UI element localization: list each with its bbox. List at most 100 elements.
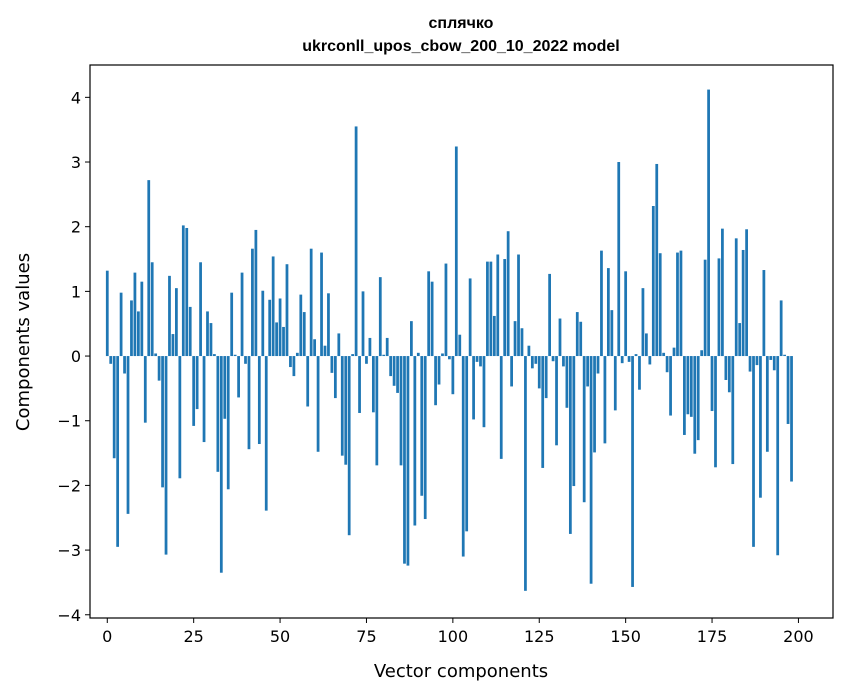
bar <box>648 356 652 365</box>
bar <box>586 356 590 387</box>
bar <box>140 281 144 357</box>
bar <box>344 356 348 465</box>
x-tick-label: 200 <box>783 627 814 646</box>
bar <box>779 300 783 357</box>
bar <box>351 354 355 357</box>
bar <box>486 261 489 357</box>
bar <box>223 356 227 419</box>
bar <box>271 256 275 357</box>
bar <box>613 356 617 411</box>
y-axis-label: Components values <box>13 253 34 431</box>
chart-title-line-1: сплячко <box>429 15 494 32</box>
bar <box>579 321 583 357</box>
bar <box>759 356 762 498</box>
bar <box>752 356 755 547</box>
bar <box>558 318 562 357</box>
bar <box>631 356 634 587</box>
bar <box>555 356 558 446</box>
bar <box>299 294 303 357</box>
bar <box>195 356 199 410</box>
bar <box>448 356 451 360</box>
bar <box>185 227 189 357</box>
bar <box>658 253 662 357</box>
bar <box>434 356 437 406</box>
bar <box>672 347 676 357</box>
bar <box>147 180 151 357</box>
bar <box>230 292 234 357</box>
bar <box>130 300 133 357</box>
bar <box>603 356 607 444</box>
bar <box>403 356 406 564</box>
bar <box>216 356 220 472</box>
bar <box>385 337 389 357</box>
bar <box>178 356 182 479</box>
bar <box>237 356 240 398</box>
x-tick-label: 150 <box>610 627 641 646</box>
y-axis-ticks: 4 3 2 1 0 −1 −2 −3 −4 <box>57 88 90 625</box>
bar <box>105 270 109 357</box>
bar <box>375 356 379 466</box>
bar <box>378 277 382 357</box>
bar <box>392 356 396 386</box>
bar <box>126 356 130 514</box>
bar <box>627 356 631 362</box>
bar <box>192 356 196 426</box>
bar <box>510 356 513 387</box>
bar <box>181 225 185 357</box>
bar <box>655 163 659 357</box>
bar <box>164 356 168 555</box>
bar <box>423 356 427 520</box>
bar <box>724 356 728 380</box>
y-tick-label: 0 <box>71 347 81 366</box>
bar <box>714 356 717 468</box>
bar <box>161 356 164 488</box>
bar <box>734 238 738 357</box>
bar <box>479 356 482 367</box>
bar <box>413 356 417 526</box>
bar <box>513 321 517 357</box>
bar <box>593 356 596 453</box>
bar <box>786 356 790 424</box>
bar <box>524 356 527 591</box>
bar <box>327 293 330 357</box>
bar <box>396 356 399 393</box>
bar <box>247 356 251 450</box>
bar <box>769 356 773 360</box>
bar <box>337 333 341 357</box>
bar <box>368 337 372 357</box>
bar <box>323 345 327 357</box>
bar <box>738 323 742 357</box>
bar <box>662 352 666 357</box>
bar <box>686 356 690 415</box>
bar <box>620 356 624 364</box>
bar <box>382 354 386 357</box>
bar <box>562 356 565 367</box>
bar <box>206 311 209 357</box>
bar <box>624 271 628 357</box>
bar <box>530 356 534 369</box>
y-tick-label: −1 <box>57 412 81 431</box>
bar <box>683 356 686 435</box>
y-tick-label: 1 <box>71 282 81 301</box>
bar <box>703 259 707 357</box>
x-tick-label: 75 <box>356 627 376 646</box>
bar <box>264 356 268 511</box>
bar <box>420 356 424 496</box>
bar <box>137 311 140 357</box>
bar <box>638 356 641 390</box>
bar <box>454 146 458 357</box>
bar <box>389 356 393 377</box>
chart-title: сплячко ukrconll_upos_cbow_200_10_2022 m… <box>302 15 619 55</box>
bar <box>444 263 448 357</box>
bar <box>651 206 655 357</box>
bar <box>572 356 576 487</box>
bar <box>257 356 261 445</box>
bar <box>302 312 306 357</box>
bar <box>727 356 731 393</box>
bar <box>219 356 223 573</box>
x-axis-ticks: 0 25 50 75 100 125 150 175 200 <box>102 618 814 646</box>
y-tick-label: −4 <box>57 606 81 625</box>
bar <box>689 356 693 417</box>
bar <box>168 275 171 357</box>
bar <box>320 252 323 357</box>
